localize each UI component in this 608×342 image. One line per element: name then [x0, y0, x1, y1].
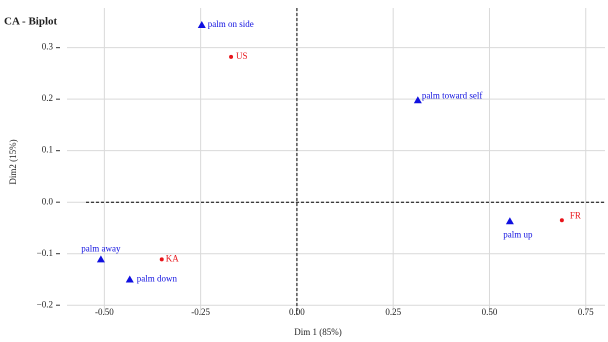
x-tick-label: -0.25: [191, 307, 210, 317]
y-tick-label: 0.2: [42, 93, 53, 103]
point: [96, 255, 105, 263]
x-tick-label: -0.50: [95, 307, 114, 317]
y-tick-label: 0.0: [42, 196, 54, 206]
point-label: palm on side: [208, 19, 254, 29]
point: [559, 218, 564, 223]
point-label: palm toward self: [422, 90, 482, 100]
point: [159, 257, 164, 262]
point: [413, 96, 422, 104]
y-tick-label: −0.1: [37, 248, 53, 258]
y-tick-label: −0.2: [37, 299, 53, 309]
point-label: KA: [166, 253, 179, 263]
point: [125, 275, 134, 283]
point: [505, 217, 514, 225]
point-label: FR: [570, 210, 581, 220]
x-tick-label: 0.50: [482, 307, 498, 317]
point: [229, 54, 234, 59]
y-tick-label: 0.1: [42, 145, 53, 155]
x-tick-label: 0.25: [385, 307, 401, 317]
point-label: palm up: [503, 229, 533, 239]
y-tick-label: 0.3: [42, 42, 54, 52]
chart-title: CA - Biplot: [4, 16, 58, 28]
x-axis-label: Dim 1 (85%): [294, 327, 342, 337]
y-axis-label: Dim2 (15%): [8, 139, 18, 184]
x-tick-label: 0.75: [578, 307, 594, 317]
point-label: palm away: [81, 243, 121, 253]
point-label: palm down: [137, 274, 178, 284]
point: [197, 20, 206, 28]
point-label: US: [236, 51, 248, 61]
x-tick-label: 0.00: [289, 307, 305, 317]
